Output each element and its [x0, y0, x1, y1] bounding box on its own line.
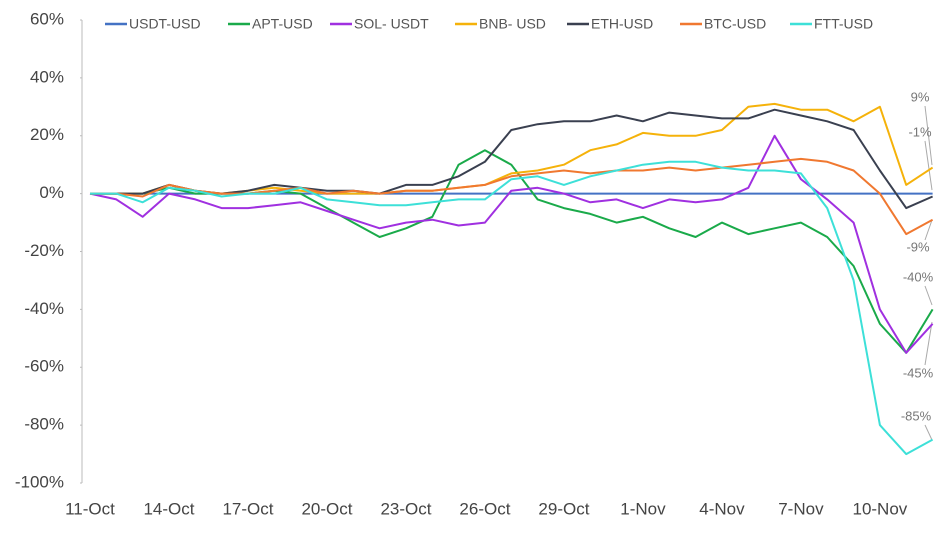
y-tick-label: -60% [24, 357, 64, 376]
leader-line [924, 321, 933, 366]
series-line [89, 134, 934, 354]
annotation: -40% [903, 269, 934, 284]
x-tick-label: 10-Nov [852, 499, 907, 518]
leader-line [924, 219, 933, 241]
x-tick-label: 7-Nov [778, 499, 824, 518]
x-tick-label: 29-Oct [538, 499, 589, 518]
leader-line [924, 424, 933, 441]
leader-line [924, 105, 933, 166]
leader-line [924, 140, 933, 191]
annotation: -9% [906, 239, 930, 254]
legend-label: FTT-USD [814, 16, 873, 32]
y-tick-label: -80% [24, 415, 64, 434]
x-tick-label: 17-Oct [222, 499, 273, 518]
y-tick-label: 40% [30, 67, 64, 86]
legend-label: APT-USD [252, 16, 313, 32]
y-tick-label: -40% [24, 299, 64, 318]
x-tick-label: 4-Nov [699, 499, 745, 518]
legend-label: ETH-USD [591, 16, 653, 32]
series-line [90, 157, 934, 236]
y-tick-label: 0% [39, 183, 64, 202]
x-tick-label: 26-Oct [459, 499, 510, 518]
annotation: -85% [901, 408, 932, 423]
series-line [90, 160, 934, 456]
annotation: -1% [908, 124, 932, 139]
y-tick-label: -20% [24, 241, 64, 260]
leader-line [924, 285, 933, 306]
legend-label: USDT-USD [129, 16, 201, 32]
legend-label: BNB- USD [479, 16, 546, 32]
y-tick-label: 60% [30, 9, 64, 28]
x-tick-label: 23-Oct [380, 499, 431, 518]
x-tick-label: 11-Oct [65, 499, 115, 518]
x-tick-label: 1-Nov [620, 499, 666, 518]
x-tick-label: 20-Oct [301, 499, 352, 518]
x-tick-label: 14-Oct [143, 499, 194, 518]
legend-label: SOL- USDT [354, 16, 429, 32]
annotation: -45% [903, 365, 934, 380]
annotation: 9% [911, 89, 930, 104]
leader-lines [924, 105, 933, 441]
y-tick-label: 20% [30, 125, 64, 144]
y-tick-label: -100% [15, 472, 64, 491]
legend-label: BTC-USD [704, 16, 766, 32]
